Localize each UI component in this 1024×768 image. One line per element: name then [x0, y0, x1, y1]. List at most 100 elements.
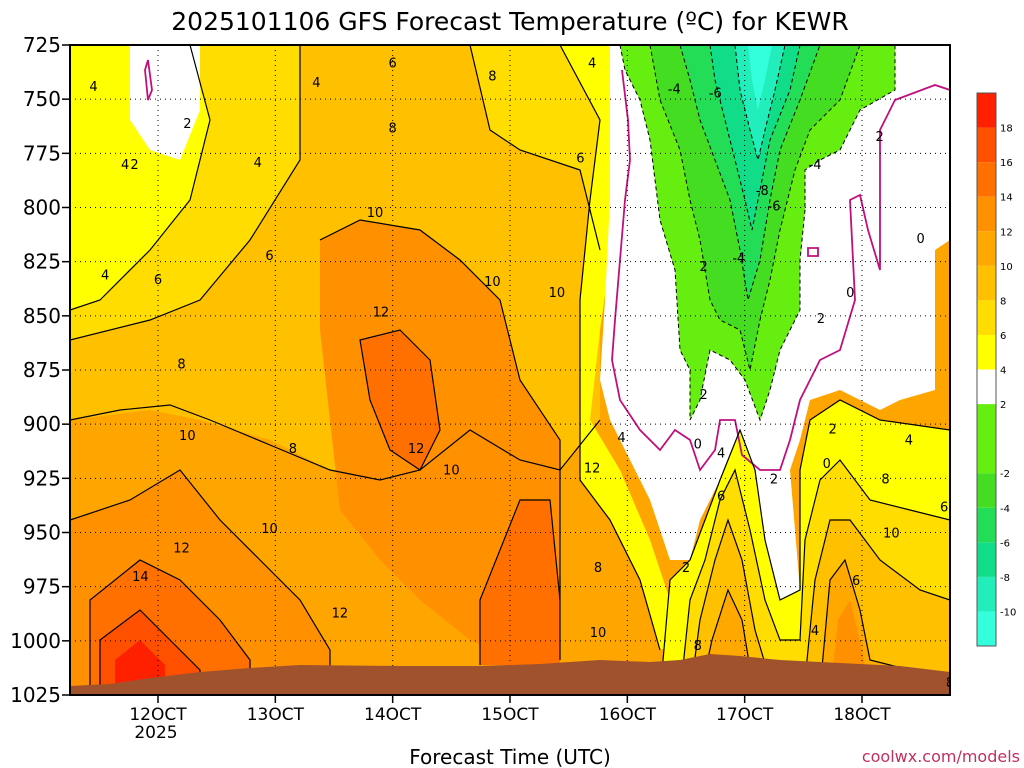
isotherm-line-dashed: [649, 45, 861, 371]
isotherm-line: [479, 499, 561, 665]
y-tick-label: 775: [23, 141, 61, 165]
colorbar-label: 2: [1000, 400, 1006, 411]
contour-label: 10: [443, 464, 460, 479]
y-tick-label: 800: [23, 196, 61, 220]
x-tick-label: 17OCT: [716, 705, 774, 725]
x-tick-label: 14OCT: [364, 705, 422, 725]
contour-label: 10: [261, 522, 278, 537]
contour-label: 2: [699, 260, 707, 275]
temperature-band-12-to-14-core: [360, 330, 440, 470]
contour-label: 8: [389, 121, 397, 136]
credit-text: coolwx.com/models: [862, 747, 1020, 766]
isotherm-line: [70, 45, 301, 341]
temperature-band-2-to-4-ridge: [560, 45, 690, 650]
contour-label: 2: [183, 117, 191, 132]
isotherm-line: [659, 399, 950, 695]
colorbar-swatch: [977, 127, 996, 163]
contour-label: 2: [817, 312, 825, 327]
isotherm-line-dashed: [679, 45, 821, 301]
temperature-band-4-to-6: [70, 45, 600, 250]
colorbar-swatch: [977, 93, 996, 128]
y-tick-label: 925: [23, 466, 61, 490]
y-tick-label: 900: [23, 412, 61, 436]
y-axis: 725 750 775 800 825 850 875 900 925 950 975 1000 102…: [10, 33, 70, 707]
y-tick-label: 875: [23, 358, 61, 382]
contour-label: 6: [717, 490, 725, 505]
y-tick-label: 975: [23, 575, 61, 599]
contour-label: 4: [717, 446, 725, 461]
contour-label: -4: [668, 82, 681, 97]
contour-label: 4: [89, 80, 97, 95]
contour-label: 4: [588, 56, 596, 71]
colorbar-swatch: [977, 300, 996, 335]
contour-label: 4: [617, 431, 625, 446]
colorbar-label: -2: [1000, 469, 1010, 480]
contour-label: 10: [549, 286, 566, 301]
contour-label: 8: [488, 69, 496, 84]
temperature-band-12-to-14-east: [480, 500, 560, 665]
colorbar-label: 12: [1000, 227, 1013, 238]
x-tick-label: 18OCT: [833, 705, 891, 725]
contour-label: 6: [265, 249, 273, 264]
y-tick-label: 950: [23, 521, 61, 545]
colorbar-swatch: [977, 231, 996, 266]
colorbar-swatch: [977, 611, 996, 646]
colorbar-swatch: [977, 542, 996, 577]
contour-label: 14: [132, 570, 149, 585]
temperature-band-minus-10-to-minus-8: [735, 45, 785, 160]
contour-label: 10: [367, 206, 384, 221]
contour-label: 10: [179, 429, 196, 444]
colorbar-swatch: [977, 576, 996, 612]
contour-label: 0: [823, 457, 831, 472]
colorbar-label: 16: [1000, 158, 1013, 169]
contour-label: 12: [332, 607, 349, 622]
contour-label: -6: [709, 87, 722, 102]
contour-label: 6: [389, 56, 397, 71]
contour-label: 4: [312, 76, 320, 91]
contour-label: 4: [905, 433, 913, 448]
isotherm-line: [70, 45, 211, 311]
colorbar-label: -8: [1000, 573, 1010, 584]
contour-label: 4: [101, 269, 109, 284]
colorbar-swatch: [977, 334, 996, 370]
contour-label: 8: [177, 358, 185, 373]
contour-label: 2: [770, 472, 778, 487]
contour-label: 10: [484, 275, 501, 290]
isotherm-line: [359, 329, 441, 471]
x-tick-label: 12OCT: [129, 705, 187, 725]
isotherm-line: [679, 459, 950, 695]
contour-label: 12: [173, 542, 190, 557]
contour-label: 0: [917, 232, 925, 247]
contour-label: 6: [154, 273, 162, 288]
temperature-band-below-2-upper-left: [130, 45, 200, 160]
freezing-isotherm-line: [144, 59, 153, 101]
isotherm-line: [469, 45, 601, 251]
colorbar-swatch: [977, 162, 996, 197]
contour-label: 4: [811, 624, 819, 639]
contour-label: 8: [694, 639, 702, 654]
contour-label: 2: [829, 423, 837, 438]
contour-label: 10: [883, 527, 900, 542]
colorbar-swatch: [977, 265, 996, 301]
isotherm-line: [70, 404, 601, 481]
x-tick-sublabel: 2025: [134, 723, 177, 743]
colorbar-label: 14: [1000, 193, 1013, 204]
freezing-isotherm-line: [611, 69, 950, 472]
freezing-isotherm-group: [144, 59, 950, 472]
colorbar: -10 -8 -6 -4 -2 2 4 6 8 10 12 14 16 18: [976, 92, 1016, 647]
contour-label: 8: [881, 472, 889, 487]
temperature-band-below-minus-10: [748, 45, 772, 110]
contour-label: 8: [946, 676, 954, 691]
contour-label: 12: [373, 306, 390, 321]
x-axis-label: Forecast Time (UTC): [409, 745, 611, 768]
colorbar-swatch: [977, 507, 996, 543]
colorbar-label: 6: [1000, 331, 1006, 342]
contour-label: 10: [590, 626, 607, 641]
contour-label: 4: [121, 158, 129, 173]
isotherm-line: [70, 469, 331, 695]
y-tick-label: 725: [23, 33, 61, 57]
contour-label: 2: [699, 388, 707, 403]
